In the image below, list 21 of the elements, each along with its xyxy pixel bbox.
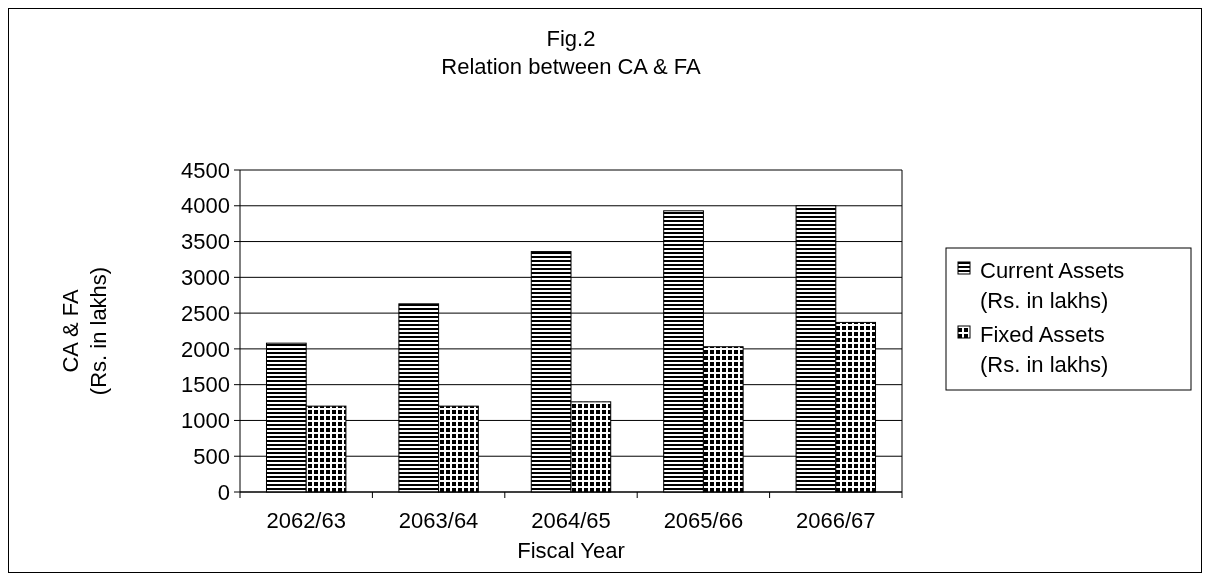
y-tick-label: 4500 — [181, 157, 230, 183]
y-tick-label: 1000 — [181, 408, 230, 434]
chart-title: Fig.2 — [546, 26, 596, 51]
x-tick-label: 2063/64 — [398, 508, 479, 533]
legend-label: Fixed Assets (Rs. in lakhs) — [980, 321, 1109, 377]
x-tick-label: 2066/67 — [796, 508, 876, 533]
y-tick-label: 4000 — [181, 193, 230, 219]
y-tick-label: 3000 — [181, 265, 230, 291]
x-tick-label: 2065/66 — [663, 508, 744, 533]
y-tick-label: 1500 — [181, 372, 230, 398]
legend-label: Current Assets (Rs. in lakhs) — [980, 257, 1125, 313]
y-tick-label: 3500 — [181, 229, 230, 255]
x-tick-label: 2064/65 — [531, 508, 611, 533]
y-tick-label: 0 — [217, 479, 230, 505]
x-tick-label: 2062/63 — [266, 508, 346, 533]
y-tick-label: 500 — [193, 443, 230, 469]
y-axis-title: CA & FA (Rs. in lakhs) — [58, 266, 111, 396]
y-tick-label: 2000 — [181, 336, 230, 362]
x-axis-title: Fiscal Year — [517, 538, 625, 563]
y-tick-label: 2500 — [181, 300, 230, 326]
chart-subtitle: Relation between CA & FA — [441, 54, 701, 79]
